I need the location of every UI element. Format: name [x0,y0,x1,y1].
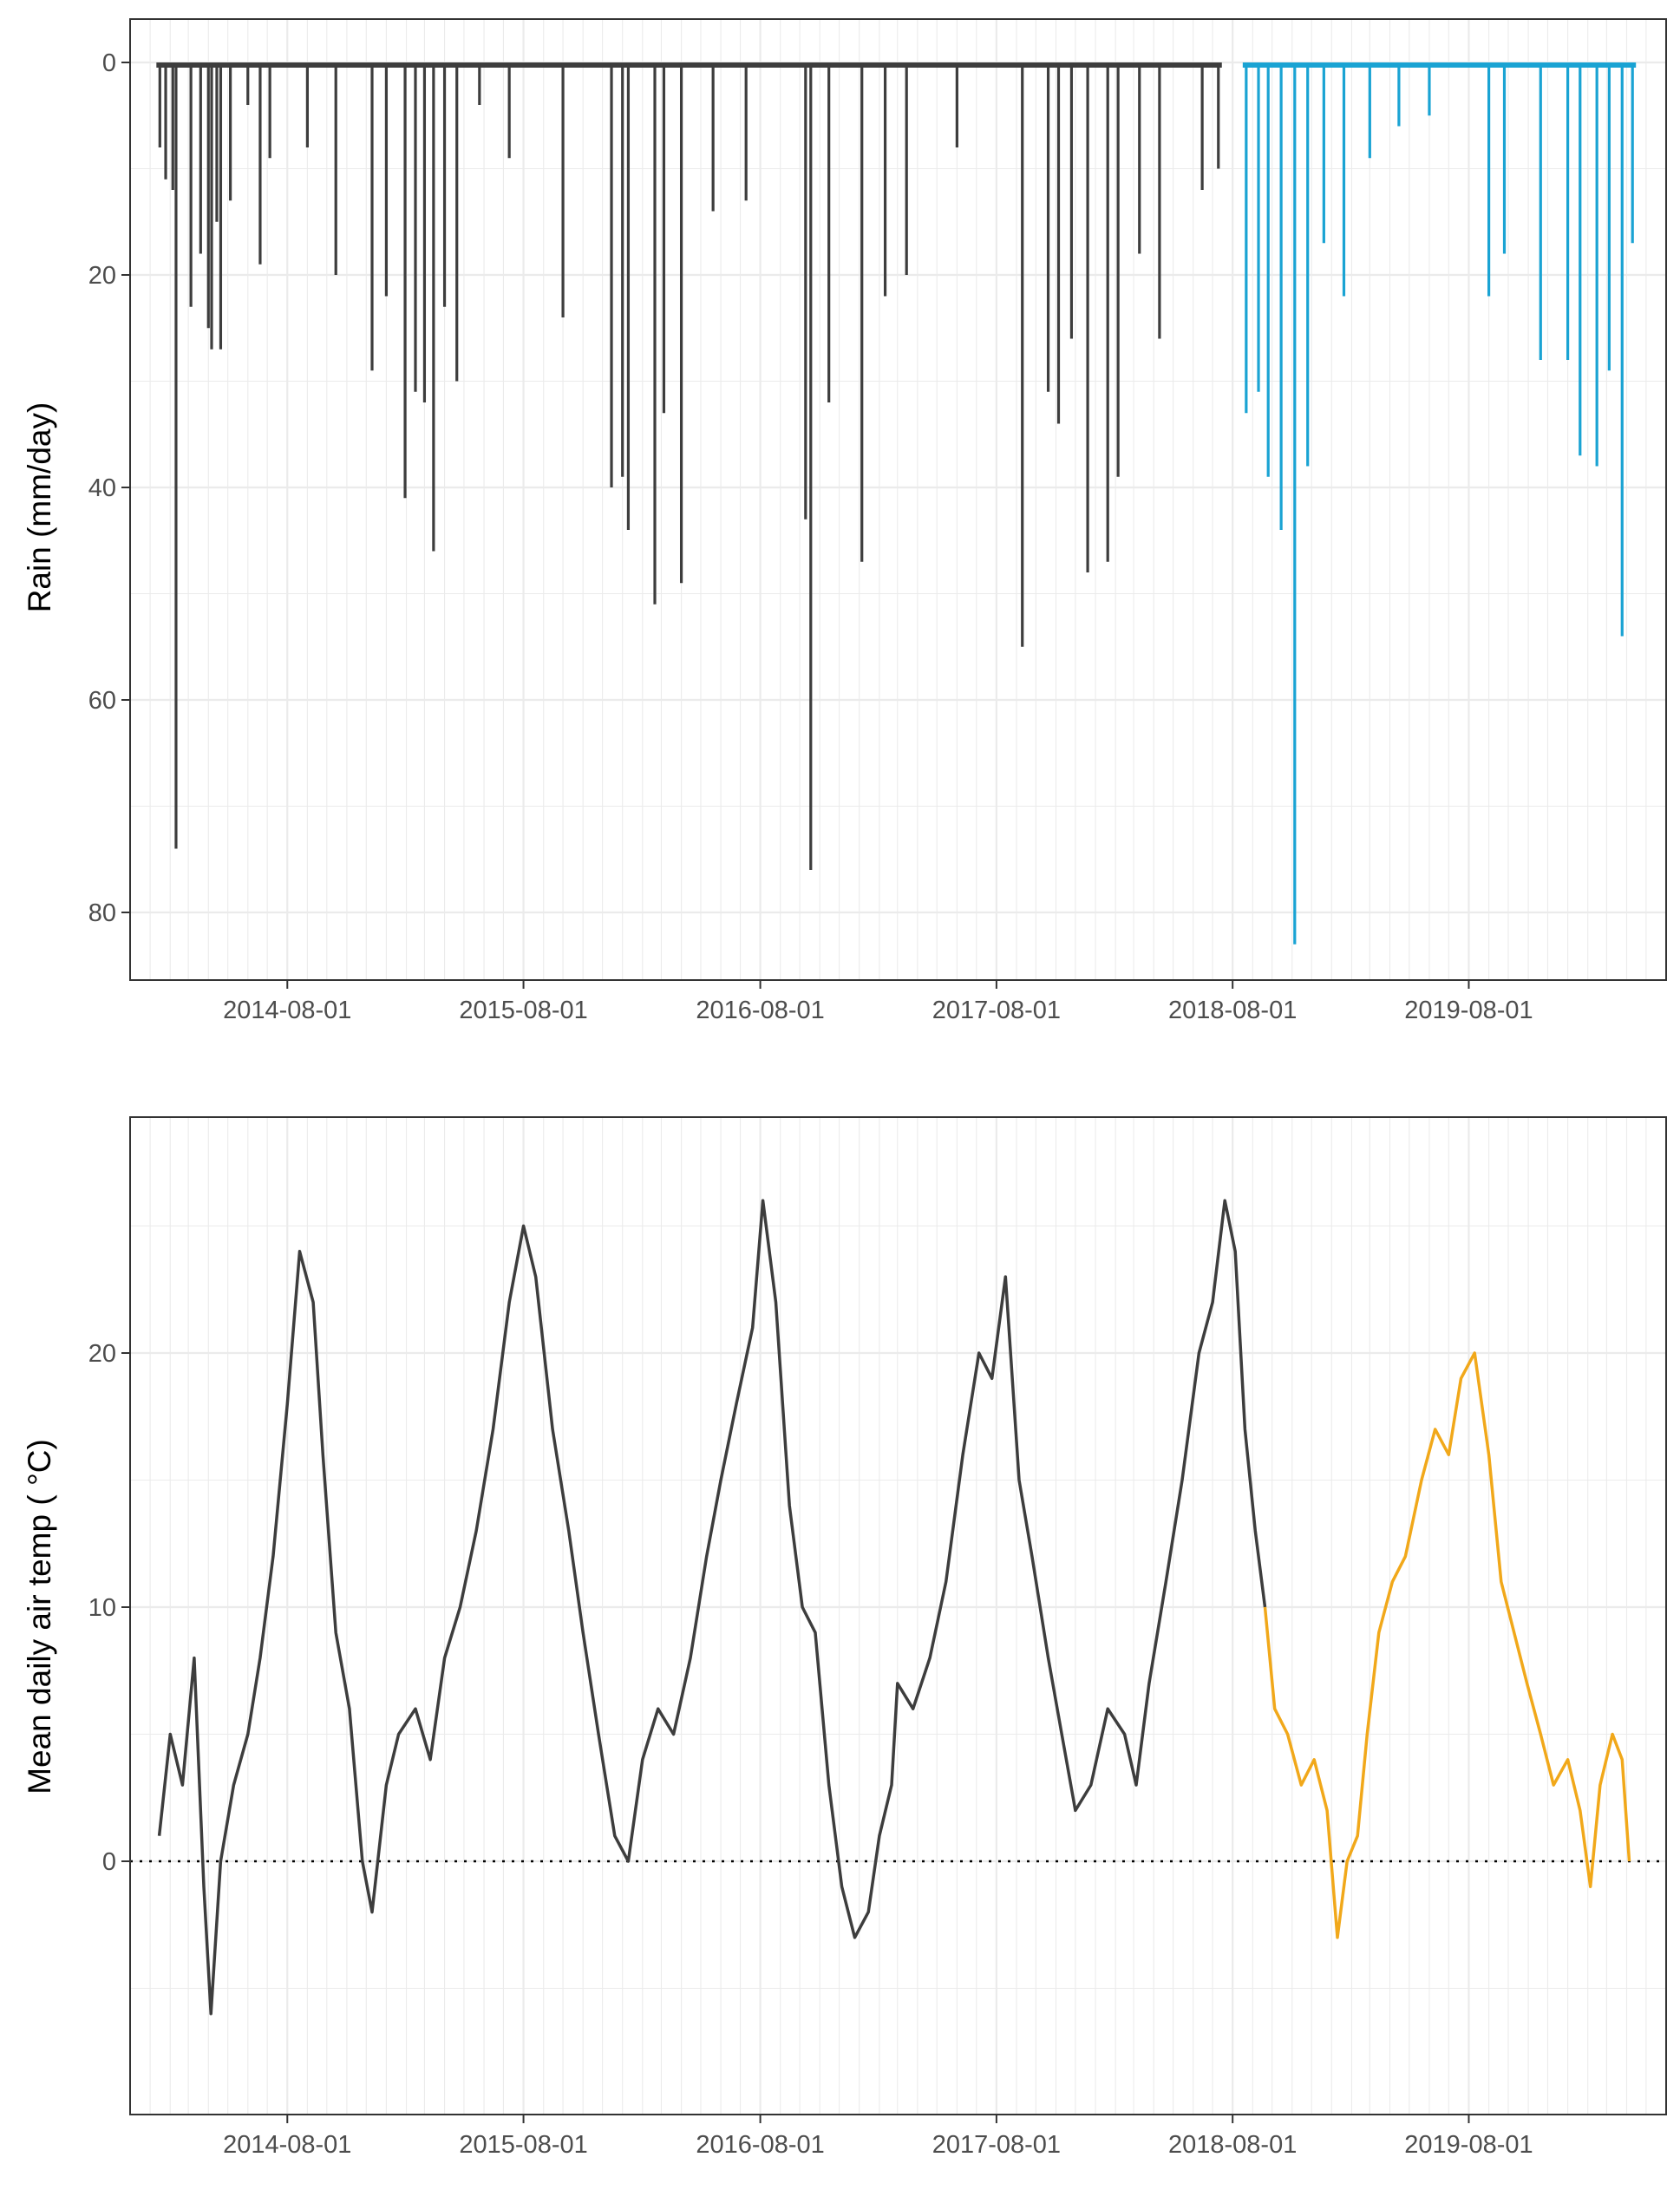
x-tick-label: 2017-08-01 [932,2131,1061,2159]
y-tick-label: 10 [88,1594,116,1622]
x-tick-label: 2018-08-01 [1168,997,1297,1024]
rain-major-grid [130,19,1666,980]
rain-panel: 0 20 40 60 80 2014-08-01 2015-08-01 2016-08-01… [22,18,1667,1024]
rain-plot-border [129,18,1667,981]
x-tick-label: 2016-08-01 [696,2131,824,2159]
y-tick-label: 80 [88,899,116,927]
rain-minor-grid [129,19,1667,980]
temperature-y-ticks: 0 10 20 [88,1340,130,1876]
y-tick-label: 0 [102,49,116,77]
y-tick-label: 20 [88,262,116,290]
y-tick-label: 40 [88,474,116,502]
temperature-plot-area [130,1117,1666,2115]
temperature-line [157,1199,1267,2016]
rain-plot-area [130,19,1666,980]
temperature-panel: 0 10 20 2014-08-01 2015-08-01 2016-08-01 2017… [22,1116,1667,2159]
x-tick-label: 2014-08-01 [223,2131,351,2159]
temperature-line [1263,1351,1631,1939]
rain-y-ticks: 0 20 40 60 80 [88,49,130,927]
x-tick-label: 2019-08-01 [1404,997,1533,1024]
rain-baseline-band [156,62,1222,68]
x-tick-label: 2018-08-01 [1168,2131,1297,2159]
x-tick-label: 2016-08-01 [696,997,824,1024]
y-tick-label: 0 [102,1848,116,1876]
y-tick-label: 60 [88,687,116,715]
temperature-lines [157,1199,1631,2016]
x-tick-label: 2019-08-01 [1404,2131,1533,2159]
x-tick-label: 2014-08-01 [223,997,351,1024]
x-tick-label: 2017-08-01 [932,997,1061,1024]
rain-x-ticks: 2014-08-01 2015-08-01 2016-08-01 2017-08-01… [223,980,1533,1024]
y-tick-label: 20 [88,1340,116,1368]
x-tick-label: 2015-08-01 [459,997,587,1024]
x-tick-label: 2015-08-01 [459,2131,587,2159]
rain-baseline-band [1242,62,1637,68]
temperature-plot-border [129,1116,1667,2115]
temperature-y-axis-title: Mean daily air temp ( °C) [22,1439,57,1794]
temperature-x-ticks: 2014-08-01 2015-08-01 2016-08-01 2017-08-01… [223,2115,1533,2159]
rain-bars [156,62,1637,945]
rain-y-axis-title: Rain (mm/day) [22,402,57,613]
